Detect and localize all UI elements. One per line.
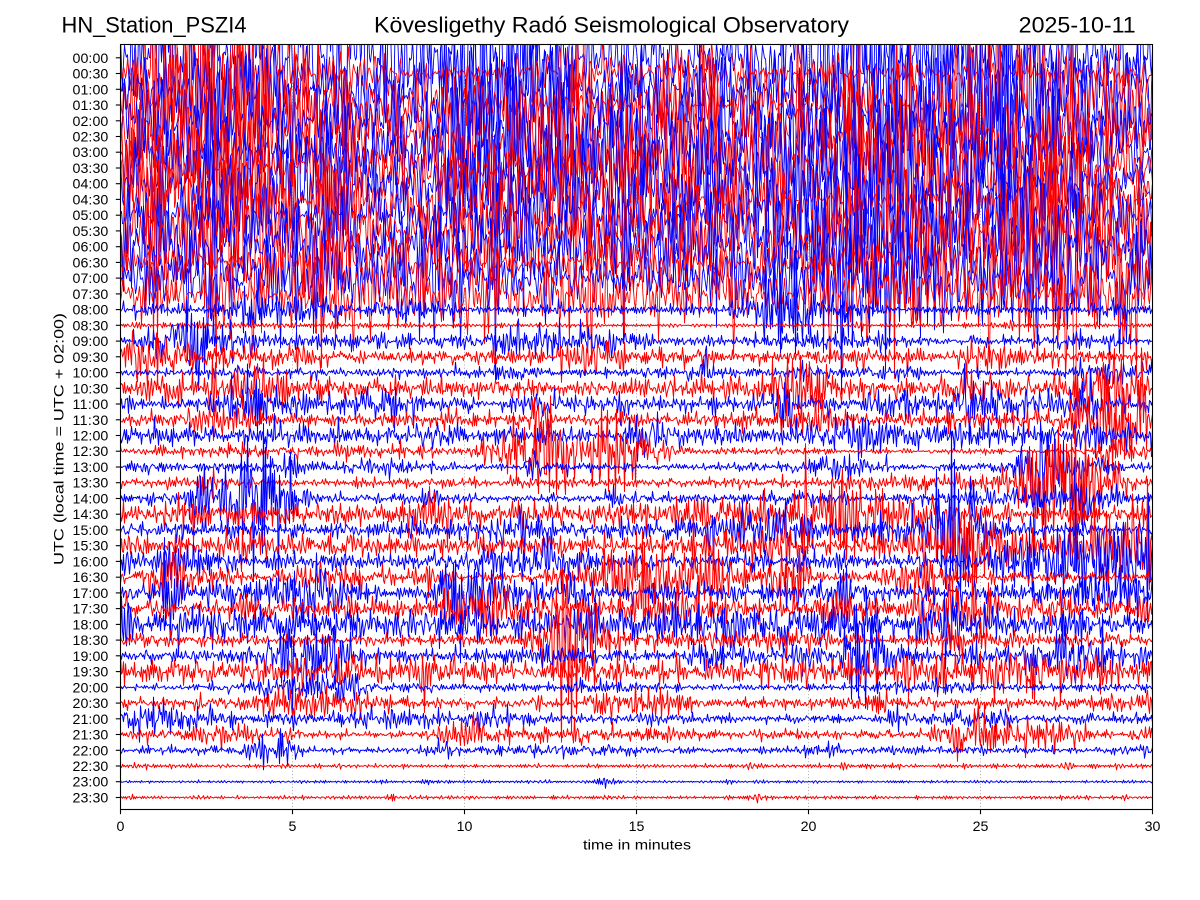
svg-text:23:00: 23:00 [73,775,109,791]
svg-text:05:00: 05:00 [73,208,109,224]
svg-text:03:00: 03:00 [73,145,109,161]
svg-text:07:00: 07:00 [73,271,109,287]
svg-text:5: 5 [289,819,297,835]
svg-text:09:00: 09:00 [73,334,109,350]
svg-text:15:00: 15:00 [73,523,109,539]
svg-text:21:00: 21:00 [73,712,109,728]
svg-text:UTC (local time = UTC + 02:00): UTC (local time = UTC + 02:00) [52,313,68,565]
svg-text:02:30: 02:30 [73,130,109,146]
svg-text:19:30: 19:30 [73,665,109,681]
svg-text:02:00: 02:00 [73,114,109,130]
svg-text:11:00: 11:00 [73,397,109,413]
svg-text:09:30: 09:30 [73,350,109,366]
svg-text:18:30: 18:30 [73,633,109,649]
svg-text:0: 0 [117,819,125,835]
svg-text:03:30: 03:30 [73,161,109,177]
svg-text:Kövesligethy Radó Seismologica: Kövesligethy Radó Seismological Observat… [374,13,849,38]
svg-text:10: 10 [457,819,473,835]
svg-text:07:30: 07:30 [73,287,109,303]
svg-text:10:00: 10:00 [73,366,109,382]
svg-text:08:30: 08:30 [73,318,109,334]
svg-text:16:30: 16:30 [73,570,109,586]
svg-text:04:30: 04:30 [73,192,109,208]
svg-text:08:00: 08:00 [73,303,109,319]
svg-text:22:00: 22:00 [73,743,109,759]
svg-text:11:30: 11:30 [73,413,109,429]
svg-text:06:00: 06:00 [73,240,109,256]
svg-text:01:00: 01:00 [73,82,109,98]
svg-text:22:30: 22:30 [73,759,109,775]
svg-text:23:30: 23:30 [73,791,109,807]
svg-text:30: 30 [1145,819,1161,835]
svg-text:00:30: 00:30 [73,67,109,83]
svg-text:13:00: 13:00 [73,460,109,476]
svg-text:12:30: 12:30 [73,444,109,460]
svg-text:20: 20 [801,819,817,835]
svg-text:04:00: 04:00 [73,177,109,193]
svg-text:00:00: 00:00 [73,51,109,67]
svg-text:15:30: 15:30 [73,539,109,555]
svg-text:21:30: 21:30 [73,728,109,744]
svg-text:19:00: 19:00 [73,649,109,665]
svg-text:2025-10-11: 2025-10-11 [1019,13,1136,38]
svg-text:20:00: 20:00 [73,680,109,696]
svg-text:17:30: 17:30 [73,602,109,618]
svg-text:20:30: 20:30 [73,696,109,712]
svg-text:17:00: 17:00 [73,586,109,602]
svg-text:13:30: 13:30 [73,476,109,492]
svg-text:HN_Station_PSZI4: HN_Station_PSZI4 [62,13,247,38]
svg-text:time in minutes: time in minutes [583,838,691,854]
svg-text:12:00: 12:00 [73,429,109,445]
svg-text:05:30: 05:30 [73,224,109,240]
svg-text:10:30: 10:30 [73,381,109,397]
svg-text:15: 15 [629,819,645,835]
svg-text:18:00: 18:00 [73,617,109,633]
svg-text:14:00: 14:00 [73,492,109,508]
svg-text:01:30: 01:30 [73,98,109,114]
svg-text:14:30: 14:30 [73,507,109,523]
svg-text:16:00: 16:00 [73,554,109,570]
svg-text:25: 25 [973,819,989,835]
svg-text:06:30: 06:30 [73,255,109,271]
